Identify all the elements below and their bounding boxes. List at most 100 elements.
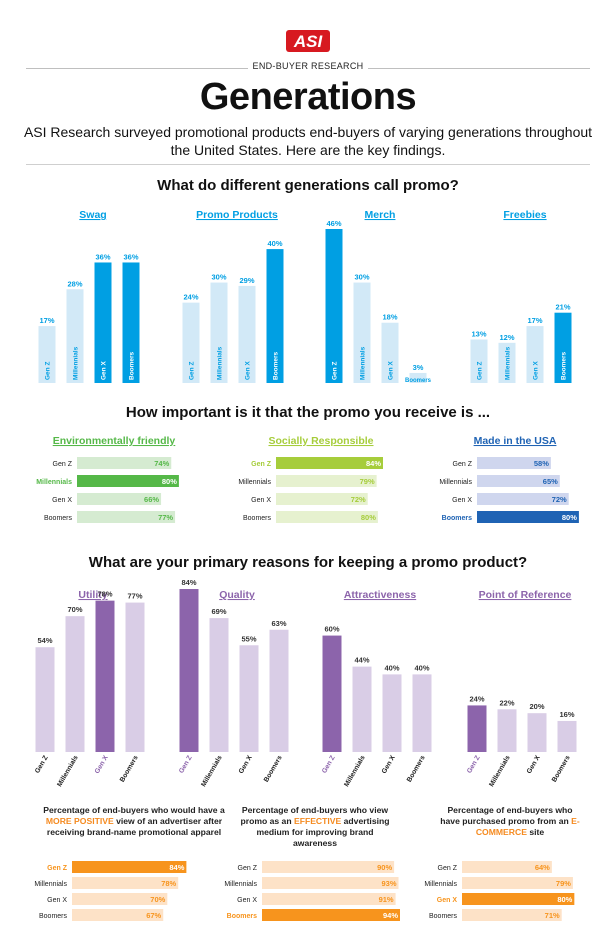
bar-group-3-boomers bbox=[462, 909, 562, 921]
bar-quality-gen-x bbox=[239, 645, 259, 752]
value-label-attractiveness-gen-x: 40% bbox=[384, 663, 399, 672]
bar-freebies-boomers bbox=[554, 312, 572, 383]
category-label-promo-products-boomers: Boomers bbox=[273, 351, 280, 380]
category-label-quality-gen-z: Gen Z bbox=[178, 755, 194, 775]
bar-group-2-millennials bbox=[262, 877, 399, 889]
value-label-environmentally-friendly-boomers: 77% bbox=[158, 513, 173, 522]
value-label-point-of-reference-millennials: 22% bbox=[499, 698, 514, 707]
value-label-group-1-boomers: 67% bbox=[146, 911, 161, 920]
category-label-merch-boomers: Boomers bbox=[405, 378, 432, 384]
chart-end-buyer-percentages: Gen Z 84% Millennials 78% Gen X 70% Boomers 67%… bbox=[34, 861, 575, 921]
value-label-environmentally-friendly-gen-x: 66% bbox=[144, 495, 159, 504]
bar-point-of-reference-gen-x bbox=[527, 713, 547, 752]
category-label-swag-gen-z: Gen Z bbox=[45, 362, 52, 380]
value-label-attractiveness-millennials: 44% bbox=[354, 656, 369, 665]
bar-attractiveness-gen-x bbox=[382, 674, 402, 752]
category-label-swag-boomers: Boomers bbox=[129, 351, 136, 380]
bar-attractiveness-gen-z bbox=[322, 635, 342, 752]
value-label-made-in-the-usa-gen-z: 58% bbox=[534, 459, 549, 468]
bar-quality-gen-z bbox=[179, 589, 199, 752]
category-label-utility-gen-z: Gen Z bbox=[34, 755, 50, 775]
bar-swag-millennials bbox=[66, 289, 84, 383]
bar-socially-responsible-millennials bbox=[276, 475, 377, 487]
group-label-swag: Swag bbox=[79, 209, 106, 221]
category-label-utility-gen-x: Gen X bbox=[94, 754, 110, 775]
bar-quality-boomers bbox=[269, 629, 289, 752]
value-label-utility-gen-z: 54% bbox=[37, 636, 52, 645]
bar-swag-boomers bbox=[122, 262, 140, 383]
value-label-socially-responsible-millennials: 79% bbox=[360, 477, 375, 486]
category-label-environmentally-friendly-boomers: Boomers bbox=[44, 515, 73, 522]
value-label-socially-responsible-gen-z: 84% bbox=[366, 459, 381, 468]
group-label-attractiveness: Attractiveness bbox=[344, 589, 417, 601]
category-label-socially-responsible-boomers: Boomers bbox=[243, 515, 272, 522]
value-label-utility-gen-x: 78% bbox=[97, 590, 112, 599]
category-label-made-in-the-usa-boomers: Boomers bbox=[442, 515, 472, 522]
category-label-freebies-millennials: Millennials bbox=[505, 346, 512, 380]
category-label-promo-products-gen-z: Gen Z bbox=[189, 362, 196, 380]
value-label-group-1-millennials: 78% bbox=[161, 879, 176, 888]
bar-utility-gen-x bbox=[95, 600, 115, 752]
category-label-swag-gen-x: Gen X bbox=[101, 361, 108, 380]
eyebrow-divider-left bbox=[26, 68, 248, 69]
bar-point-of-reference-gen-z bbox=[467, 705, 487, 752]
bar-environmentally-friendly-gen-z bbox=[77, 457, 172, 469]
category-label-merch-millennials: Millennials bbox=[360, 346, 367, 380]
bar-group-1-gen-z bbox=[72, 861, 187, 873]
category-label-quality-gen-x: Gen X bbox=[238, 754, 254, 775]
category-label-point-of-reference-millennials: Millennials bbox=[488, 754, 512, 788]
value-label-socially-responsible-gen-x: 72% bbox=[351, 495, 366, 504]
value-label-quality-millennials: 69% bbox=[211, 607, 226, 616]
bar-environmentally-friendly-boomers bbox=[77, 511, 176, 523]
category-label-swag-millennials: Millennials bbox=[73, 346, 80, 380]
category-label-group-3-millennials: Millennials bbox=[424, 881, 457, 888]
bar-merch-gen-z bbox=[325, 229, 343, 383]
category-label-made-in-the-usa-gen-z: Gen Z bbox=[453, 461, 473, 468]
bar-group-2-gen-z bbox=[262, 861, 395, 873]
value-label-freebies-millennials: 12% bbox=[499, 333, 514, 342]
category-label-made-in-the-usa-gen-x: Gen X bbox=[452, 497, 472, 504]
bar-made-in-the-usa-boomers bbox=[477, 511, 579, 523]
value-label-group-3-boomers: 71% bbox=[545, 911, 560, 920]
category-label-utility-boomers: Boomers bbox=[119, 754, 140, 783]
value-label-promo-products-millennials: 30% bbox=[211, 273, 226, 282]
value-label-group-2-boomers: 94% bbox=[383, 911, 398, 920]
value-label-quality-gen-x: 55% bbox=[241, 634, 256, 643]
category-label-made-in-the-usa-millennials: Millennials bbox=[439, 479, 472, 486]
bar-group-3-gen-z bbox=[462, 861, 552, 873]
value-label-quality-gen-z: 84% bbox=[181, 578, 196, 587]
value-label-group-2-millennials: 93% bbox=[382, 879, 397, 888]
section-title-keeping-reasons: What are your primary reasons for keepin… bbox=[88, 554, 528, 571]
value-label-utility-millennials: 70% bbox=[67, 605, 82, 614]
bar-utility-boomers bbox=[125, 602, 145, 752]
group-label-environmentally-friendly: Environmentally friendly bbox=[53, 435, 176, 447]
bar-promo-products-boomers bbox=[266, 249, 284, 383]
value-label-quality-boomers: 63% bbox=[271, 619, 286, 628]
section-title-promo-names: What do different generations call promo… bbox=[157, 177, 459, 194]
bar-group-2-gen-x bbox=[262, 893, 396, 905]
category-label-group-3-gen-x: Gen X bbox=[437, 897, 458, 904]
value-label-point-of-reference-gen-z: 24% bbox=[469, 694, 484, 703]
value-label-group-3-gen-x: 80% bbox=[557, 895, 572, 904]
category-label-group-1-gen-z: Gen Z bbox=[47, 865, 68, 872]
group-label-promo-products: Promo Products bbox=[196, 209, 278, 221]
value-label-freebies-gen-x: 17% bbox=[527, 316, 542, 325]
asi-logo: ASI bbox=[286, 30, 330, 52]
bar-environmentally-friendly-gen-x bbox=[77, 493, 162, 505]
category-label-freebies-gen-x: Gen X bbox=[533, 361, 540, 380]
category-label-environmentally-friendly-millennials: Millennials bbox=[36, 479, 72, 486]
chart-promo-names: Swag 17% Gen Z 28% Millennials 36% Gen X 36% Boo… bbox=[38, 209, 572, 384]
category-label-group-2-gen-z: Gen Z bbox=[238, 865, 258, 872]
value-label-group-3-millennials: 79% bbox=[556, 879, 571, 888]
value-label-attractiveness-gen-z: 60% bbox=[324, 625, 339, 634]
section-title-importance: How important is it that the promo you r… bbox=[125, 404, 491, 421]
category-label-environmentally-friendly-gen-x: Gen X bbox=[52, 497, 72, 504]
value-label-merch-boomers: 3% bbox=[413, 363, 424, 372]
chart-importance: Environmentally friendly Gen Z 74% Millenni… bbox=[36, 435, 579, 523]
category-label-group-1-gen-x: Gen X bbox=[47, 897, 67, 904]
page-title: Generations bbox=[199, 76, 417, 118]
value-label-promo-products-gen-z: 24% bbox=[183, 293, 198, 302]
category-label-utility-millennials: Millennials bbox=[56, 754, 80, 788]
bar-utility-gen-z bbox=[35, 647, 55, 752]
eyebrow-label: END-BUYER RESEARCH bbox=[252, 61, 364, 71]
